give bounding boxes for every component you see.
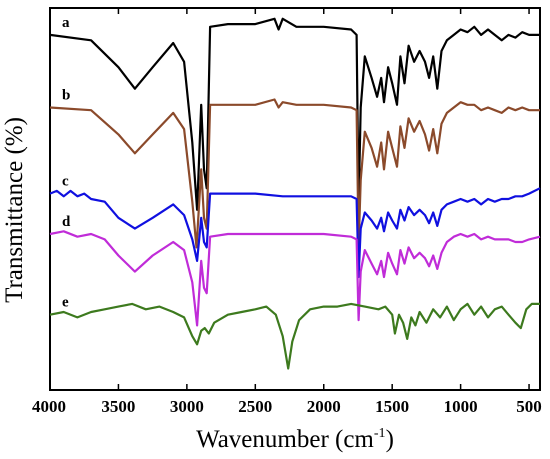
- x-axis-title-superscript: -1: [374, 426, 386, 441]
- x-axis-title-end: ): [386, 426, 394, 453]
- plot-frame: [49, 7, 541, 391]
- series-line-d: [49, 230, 541, 327]
- series-label-b: b: [62, 88, 70, 104]
- series-line-e: [49, 302, 540, 370]
- x-tick-label: 1000: [444, 397, 478, 416]
- x-tick-label: 500: [516, 397, 542, 416]
- x-axis-ticks: 4000 3500 3000 2500 2000 1500 1000 500: [32, 8, 542, 416]
- series-label-d: d: [62, 214, 71, 230]
- x-tick-label: 3000: [170, 397, 204, 416]
- series-labels-group: a b c d e: [62, 15, 71, 311]
- series-label-c: c: [62, 174, 69, 190]
- series-label-e: e: [62, 295, 69, 311]
- x-tick-label: 1500: [375, 397, 409, 416]
- series-line-c: [49, 187, 541, 279]
- series-line-b: [49, 98, 540, 249]
- x-axis-title: Wavenumber (cm-1): [196, 426, 394, 453]
- plot-area-border: [49, 7, 541, 391]
- y-axis-title: Transmittance (%): [1, 117, 28, 303]
- series-label-a: a: [62, 15, 70, 31]
- series-line-a: [49, 17, 540, 211]
- series-group: [49, 17, 541, 370]
- x-axis-title-main: Wavenumber (cm: [196, 426, 374, 453]
- x-tick-label: 4000: [32, 397, 66, 416]
- x-tick-label: 2000: [307, 397, 341, 416]
- x-tick-label: 3500: [101, 397, 135, 416]
- x-tick-label: 2500: [238, 397, 272, 416]
